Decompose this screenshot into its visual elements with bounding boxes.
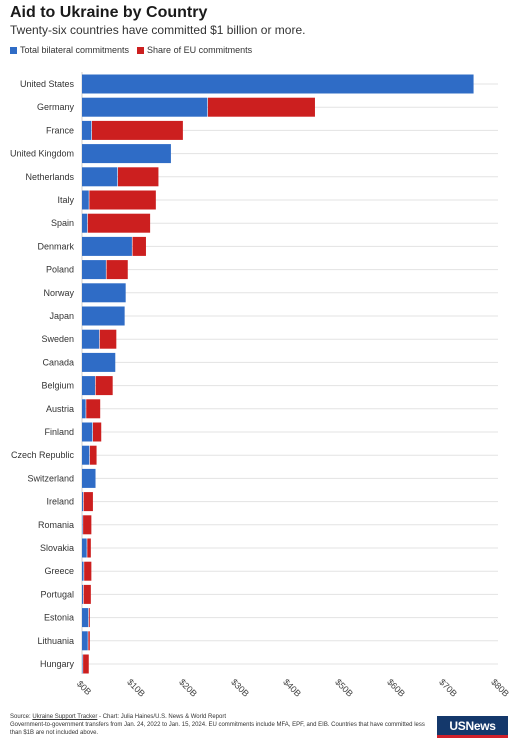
bar-eu: [87, 213, 151, 233]
bar-eu: [83, 492, 93, 512]
bar-bilateral: [82, 167, 118, 187]
bar-eu: [117, 167, 159, 187]
category-label: Denmark: [37, 241, 74, 251]
x-tick-label: $40B: [281, 677, 303, 699]
x-tick-label: $20B: [177, 677, 199, 699]
chart-footer: Source: Ukraine Support Tracker - Chart:…: [10, 713, 430, 737]
source-link[interactable]: Ukraine Support Tracker: [32, 714, 98, 720]
bar-eu: [83, 515, 92, 535]
bar-bilateral: [82, 329, 100, 349]
bar-bilateral: [82, 213, 88, 233]
x-tick-label: $60B: [385, 677, 407, 699]
category-label: Czech Republic: [11, 450, 75, 460]
bar-bilateral: [82, 283, 126, 303]
bar-eu: [83, 584, 91, 604]
bar-eu: [87, 538, 91, 558]
category-label: United States: [20, 79, 75, 89]
bar-bilateral: [82, 399, 86, 419]
bar-eu: [83, 654, 89, 674]
category-label: Japan: [49, 311, 74, 321]
bar-eu: [88, 631, 90, 651]
category-label: United Kingdom: [10, 149, 74, 159]
category-label: Portugal: [40, 589, 74, 599]
bar-bilateral: [82, 120, 92, 140]
x-tick-label: $10B: [125, 677, 147, 699]
x-tick-label: $30B: [229, 677, 251, 699]
bar-bilateral: [82, 97, 208, 117]
category-label: France: [46, 125, 74, 135]
legend-swatch-bilateral: [10, 46, 17, 54]
category-label: Switzerland: [27, 473, 74, 483]
bar-bilateral: [82, 144, 171, 164]
category-label: Belgium: [41, 381, 74, 391]
bar-eu: [86, 399, 101, 419]
bar-bilateral: [82, 608, 89, 628]
category-label: Italy: [57, 195, 74, 205]
bar-eu: [95, 376, 113, 396]
category-label: Slovakia: [40, 543, 74, 553]
bar-bilateral: [82, 515, 83, 535]
x-tick-label: $0B: [75, 679, 93, 697]
chart-title: Aid to Ukraine by Country: [10, 4, 208, 21]
category-label: Poland: [46, 265, 74, 275]
bar-bilateral: [82, 422, 93, 442]
bar-bilateral: [82, 352, 116, 372]
bar-bilateral: [82, 236, 132, 256]
bar-eu: [207, 97, 315, 117]
legend-label-bilateral: Total bilateral commitments: [20, 45, 130, 55]
bar-eu: [88, 608, 90, 628]
x-tick-label: $70B: [437, 677, 459, 699]
category-label: Austria: [46, 404, 74, 414]
bar-eu: [106, 260, 128, 280]
bar-bilateral: [82, 654, 83, 674]
x-tick-label: $80B: [489, 677, 511, 699]
usnews-logo: USNews: [437, 716, 508, 738]
category-label: Norway: [43, 288, 74, 298]
bar-eu: [91, 120, 183, 140]
source-credit: - Chart: Julia Haines/U.S. News & World …: [97, 714, 226, 720]
legend-swatch-eu: [137, 46, 145, 54]
legend-item-bilateral: Total bilateral commitments: [10, 45, 129, 55]
source-prefix: Source:: [10, 714, 33, 720]
x-tick-label: $50B: [333, 677, 355, 699]
legend-label-eu: Share of EU commitments: [147, 45, 253, 55]
usnews-logo-text: USNews: [449, 718, 496, 733]
footer-note: Government-to-government transfers from …: [10, 722, 425, 736]
bar-eu: [89, 190, 156, 210]
bar-bilateral: [82, 260, 106, 280]
legend-item-eu: Share of EU commitments: [137, 45, 252, 55]
category-label: Spain: [51, 218, 74, 228]
bar-eu: [99, 329, 117, 349]
bar-bilateral: [82, 561, 84, 581]
category-label: Romania: [38, 520, 74, 530]
category-label: Estonia: [44, 613, 74, 623]
bar-bilateral: [82, 190, 89, 210]
bar-eu: [84, 561, 92, 581]
category-label: Sweden: [41, 334, 74, 344]
bar-chart: United States Germany France United Kingdom…: [10, 72, 511, 699]
bar-bilateral: [82, 74, 474, 94]
bar-bilateral: [82, 538, 87, 558]
bar-bilateral: [82, 306, 125, 326]
category-label: Germany: [37, 102, 75, 112]
bar-eu: [93, 422, 102, 442]
source-line: Source: Ukraine Support Tracker - Chart:…: [10, 713, 430, 721]
bar-bilateral: [82, 584, 84, 604]
category-label: Canada: [42, 357, 74, 367]
category-label: Hungary: [40, 659, 75, 669]
bar-eu: [89, 445, 97, 465]
category-label: Ireland: [46, 497, 74, 507]
bar-bilateral: [82, 445, 90, 465]
bar-bilateral: [82, 492, 84, 512]
bar-bilateral: [82, 631, 88, 651]
bar-bilateral: [82, 376, 95, 396]
bar-bilateral: [82, 468, 96, 488]
bar-eu: [132, 236, 146, 256]
category-label: Netherlands: [25, 172, 74, 182]
category-label: Finland: [44, 427, 74, 437]
chart-subtitle: Twenty-six countries have committed $1 b…: [10, 23, 306, 37]
category-label: Lithuania: [37, 636, 74, 646]
category-label: Greece: [44, 566, 74, 576]
chart-legend: Total bilateral commitments Share of EU …: [10, 45, 260, 55]
